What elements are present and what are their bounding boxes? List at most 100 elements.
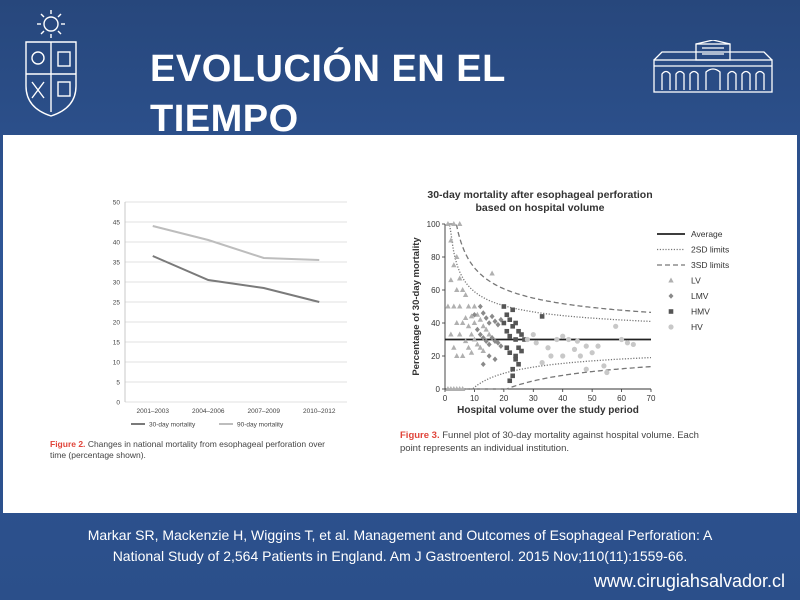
x-axis-label: Hospital volume over the study period: [457, 405, 639, 416]
point-lv: [454, 254, 460, 259]
point-lv: [448, 386, 454, 391]
point-lmv: [480, 335, 486, 341]
point-lv: [477, 344, 484, 350]
legend-label: Average: [691, 229, 723, 239]
point-lmv: [486, 353, 492, 359]
point-lv: [462, 315, 469, 321]
x-tick-label: 30: [529, 394, 538, 403]
point-lmv: [486, 341, 492, 348]
point-hv: [613, 323, 619, 329]
point-hv: [604, 369, 610, 376]
x-tick-label: 20: [499, 394, 508, 403]
point-hmv: [510, 307, 515, 313]
point-hmv: [504, 345, 510, 351]
point-hmv: [516, 361, 521, 367]
point-hv: [524, 336, 530, 343]
y-tick-label: 25: [113, 300, 121, 307]
point-lmv: [483, 338, 489, 344]
point-lv: [454, 386, 460, 391]
point-lv: [480, 323, 486, 329]
point-lv: [465, 344, 472, 350]
point-hv: [533, 340, 539, 346]
point-lv: [459, 353, 466, 358]
point-hmv: [504, 312, 510, 318]
x-tick-label: 2004–2006: [192, 408, 225, 415]
point-hmv: [501, 320, 507, 326]
point-lmv: [489, 313, 495, 320]
point-lv: [480, 348, 486, 354]
figure3-caption-text: Funnel plot of 30-day mortality against …: [442, 430, 699, 441]
figure2-caption: Figure 2. Changes in national mortality …: [50, 439, 350, 461]
point-lv: [459, 287, 466, 292]
point-hmv: [507, 333, 513, 339]
point-lv: [471, 303, 478, 309]
point-lv: [454, 287, 460, 292]
point-hv: [624, 340, 631, 346]
point-lv: [457, 303, 463, 309]
y-tick-label: 10: [113, 360, 121, 367]
legend-marker: [668, 309, 674, 314]
website-url[interactable]: www.cirugiahsalvador.cl: [593, 571, 785, 591]
x-tick-label: 10: [470, 394, 479, 403]
legend-marker: [668, 277, 674, 283]
point-lv: [451, 262, 457, 268]
point-hv: [618, 336, 625, 343]
legend-label: HMV: [691, 307, 710, 317]
y-tick-label: 15: [113, 340, 121, 347]
point-lv: [474, 341, 481, 347]
y-tick-label: 40: [113, 240, 121, 247]
point-hv: [548, 353, 554, 359]
figure3-caption-text-2: point represents an individual instituti…: [400, 443, 569, 454]
point-lv: [445, 303, 451, 309]
point-hmv: [519, 332, 524, 337]
point-hv: [566, 336, 572, 343]
figure3-caption: Figure 3. Funnel plot of 30-day mortalit…: [400, 429, 780, 455]
x-tick-label: 2010–2012: [303, 408, 336, 415]
figure2-caption-text-2: time (percentage shown).: [50, 450, 146, 460]
point-lmv: [477, 331, 483, 338]
funnel-scatter-plot: 30-day mortality after esophageal perfor…: [411, 189, 729, 416]
point-lmv: [495, 340, 501, 346]
legend-label: LMV: [691, 291, 709, 301]
y-tick-label: 20: [431, 352, 440, 361]
y-tick-label: 5: [116, 380, 120, 387]
y-tick-label: 35: [113, 260, 121, 267]
point-hmv: [513, 353, 518, 359]
point-hmv: [510, 366, 515, 372]
point-hmv: [507, 350, 513, 355]
point-lv: [448, 237, 454, 243]
x-tick-label: 60: [617, 394, 626, 403]
legend-marker: [668, 293, 674, 299]
point-lv: [465, 323, 472, 329]
point-lv: [477, 316, 484, 322]
point-lv: [457, 275, 463, 281]
point-lmv: [480, 361, 486, 368]
point-lv: [459, 386, 466, 391]
y-tick-label: 0: [436, 385, 441, 394]
series-line-90-day-mortality: [152, 225, 320, 261]
point-lv: [486, 331, 492, 337]
x-tick-label: 2001–2003: [136, 408, 169, 415]
point-hmv: [516, 328, 521, 334]
y-tick-label: 40: [431, 319, 440, 328]
x-tick-label: 2007–2009: [247, 408, 280, 415]
point-lmv: [474, 326, 480, 333]
legend-label: 3SD limits: [691, 260, 729, 270]
chart-subtitle: based on hospital volume: [476, 202, 605, 214]
citation-caption: Markar SR, Mackenzie H, Wiggins T, et al…: [0, 525, 800, 567]
point-hv: [574, 338, 581, 344]
point-lv: [451, 303, 457, 309]
point-hmv: [507, 378, 513, 384]
x-tick-label: 70: [647, 394, 656, 403]
point-hv: [571, 346, 578, 352]
hospital-building-icon: [653, 40, 773, 93]
legend-label: 30-day mortality: [149, 422, 196, 429]
point-lv: [445, 221, 451, 226]
point-lv: [448, 277, 454, 283]
legend-label: LV: [691, 276, 701, 286]
point-lmv: [471, 311, 477, 318]
point-lv: [471, 320, 478, 325]
point-hv: [530, 331, 536, 338]
y-tick-label: 45: [113, 220, 121, 227]
point-hv: [589, 350, 595, 356]
